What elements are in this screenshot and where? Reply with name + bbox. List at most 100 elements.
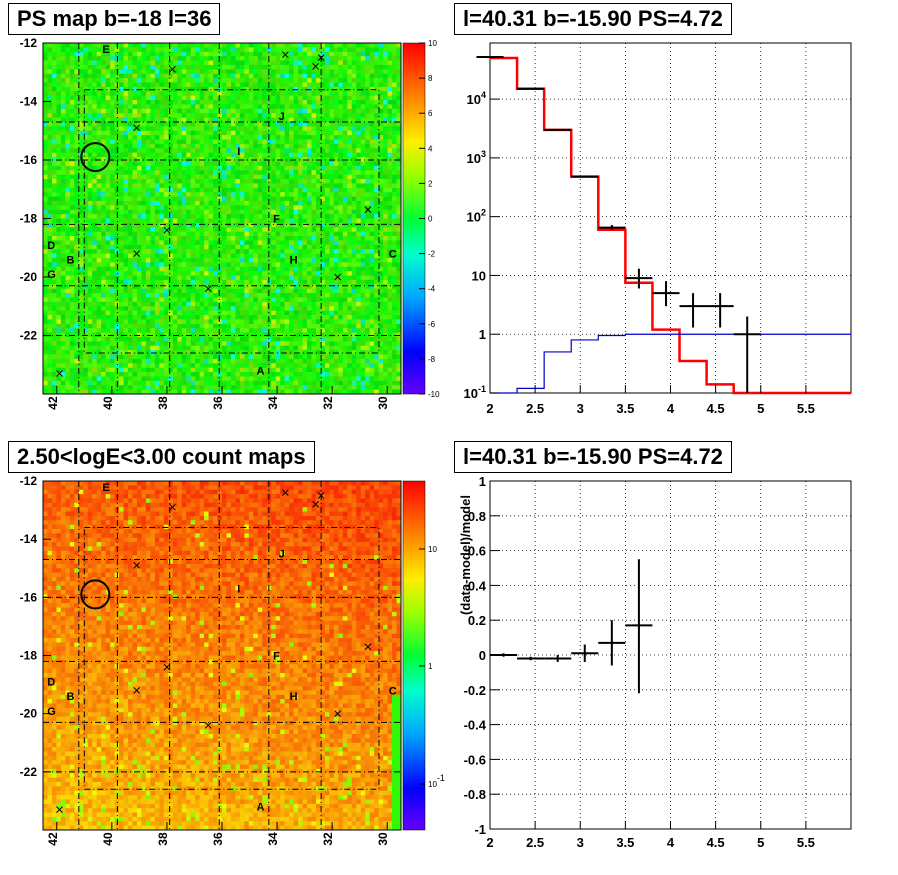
x-tick-label: 38 [156,396,170,410]
y-tick-label: 0.2 [468,613,486,628]
x-tick-label: 32 [321,832,335,846]
source-marker [133,124,140,132]
x-tick-label: 30 [376,832,390,846]
colorbar-tick-label: -6 [428,320,436,329]
data-errorbar [625,268,653,289]
source-marker [133,250,140,257]
data-errorbar [598,225,626,230]
region-outline [83,89,380,354]
y-tick-label: -16 [20,590,38,604]
source-label: I [237,584,240,596]
y-tick-label: -14 [20,532,38,546]
x-tick-label: 5.5 [797,401,815,416]
x-tick-label: 34 [266,396,280,410]
y-tick-label: 103 [467,149,486,166]
x-tick-label: 36 [211,832,225,846]
source-marker [334,710,342,718]
source-marker [312,500,319,508]
selected-source-circle [80,579,111,610]
x-tick-label: 2.5 [526,401,544,416]
source-marker [169,503,176,511]
y-tick-label: 0.4 [468,578,487,593]
y-tick-label: -18 [20,212,38,226]
source-marker [204,721,212,729]
x-tick-label: 2 [486,401,493,416]
source-marker [204,285,212,293]
source-label: A [257,802,265,814]
y-tick-label: 10 [472,268,486,283]
source-marker [334,273,342,281]
ps-map-title: PS map b=-18 l=36 [8,3,221,35]
source-label: A [257,366,265,378]
y-tick-label: 1 [479,327,486,342]
y-axis-label: (data-model)/model [458,495,473,615]
y-tick-label: -16 [20,153,38,167]
x-tick-label: 5 [757,401,764,416]
colorbar-tick-label: 6 [428,109,433,118]
source-label: E [102,44,109,56]
y-tick-label: -20 [20,707,38,721]
y-tick-label: -1 [474,822,486,837]
source-marker [163,226,171,234]
colorbar-tick-label: 0 [428,215,433,224]
source-label: H [290,691,298,703]
source-label: C [389,685,397,697]
colorbar-tick-label: 10 [428,39,437,48]
colorbar-tick-label: 1 [428,662,433,671]
x-tick-label: 2.5 [526,835,544,850]
source-label: E [102,482,109,494]
source-label: G [47,706,56,718]
data-errorbar [706,293,734,328]
y-tick-label: -12 [20,474,38,488]
residual-point [571,644,599,662]
y-tick-label: 102 [467,208,486,225]
data-errorbar [733,316,761,393]
colorbar-tick-label: 10-1 [428,773,445,789]
y-tick-label: -22 [20,329,38,343]
y-tick-label: -0.2 [464,683,486,698]
data-errorbar [652,281,680,307]
source-label: B [67,254,75,266]
source-label: G [47,269,56,281]
x-tick-label: 30 [376,396,390,410]
source-label: D [47,677,55,689]
selected-source-circle [80,142,111,173]
x-tick-label: 40 [101,832,115,846]
source-marker [281,489,289,496]
source-label: F [273,214,280,226]
x-tick-label: 5.5 [797,835,815,850]
x-tick-label: 3.5 [616,401,634,416]
colorbar-tick-label: -10 [428,390,440,399]
heatmap-cells-2 [43,481,402,831]
y-tick-label: -0.6 [464,752,486,767]
x-tick-label: 34 [266,832,280,846]
source-label: J [279,111,285,123]
source-label: F [273,651,280,663]
source-marker [317,54,325,61]
source-marker [133,687,140,694]
source-marker [312,63,319,70]
source-marker [56,370,63,377]
x-tick-label: 4.5 [707,835,725,850]
colorbar-tick-label: 10 [428,545,437,554]
residual-title: l=40.31 b=-15.90 PS=4.72 [454,441,732,473]
data-errorbar [679,293,707,328]
source-marker [317,492,325,499]
y-tick-label: 10-1 [464,384,486,401]
source-label: I [237,146,240,158]
y-tick-label: 0.8 [468,509,486,524]
x-tick-label: 38 [156,832,170,846]
x-tick-label: 4.5 [707,401,725,416]
source-label: J [279,549,285,561]
source-label: C [389,249,397,261]
source-marker [364,643,372,651]
y-tick-label: -0.8 [464,787,486,802]
y-tick-label: 0 [479,648,486,663]
region-outline [83,527,380,790]
source-marker [56,806,63,813]
x-tick-label: 3.5 [616,835,634,850]
y-tick-label: -0.4 [464,718,487,733]
source-label: B [67,691,75,703]
y-tick-label: -14 [20,95,38,109]
